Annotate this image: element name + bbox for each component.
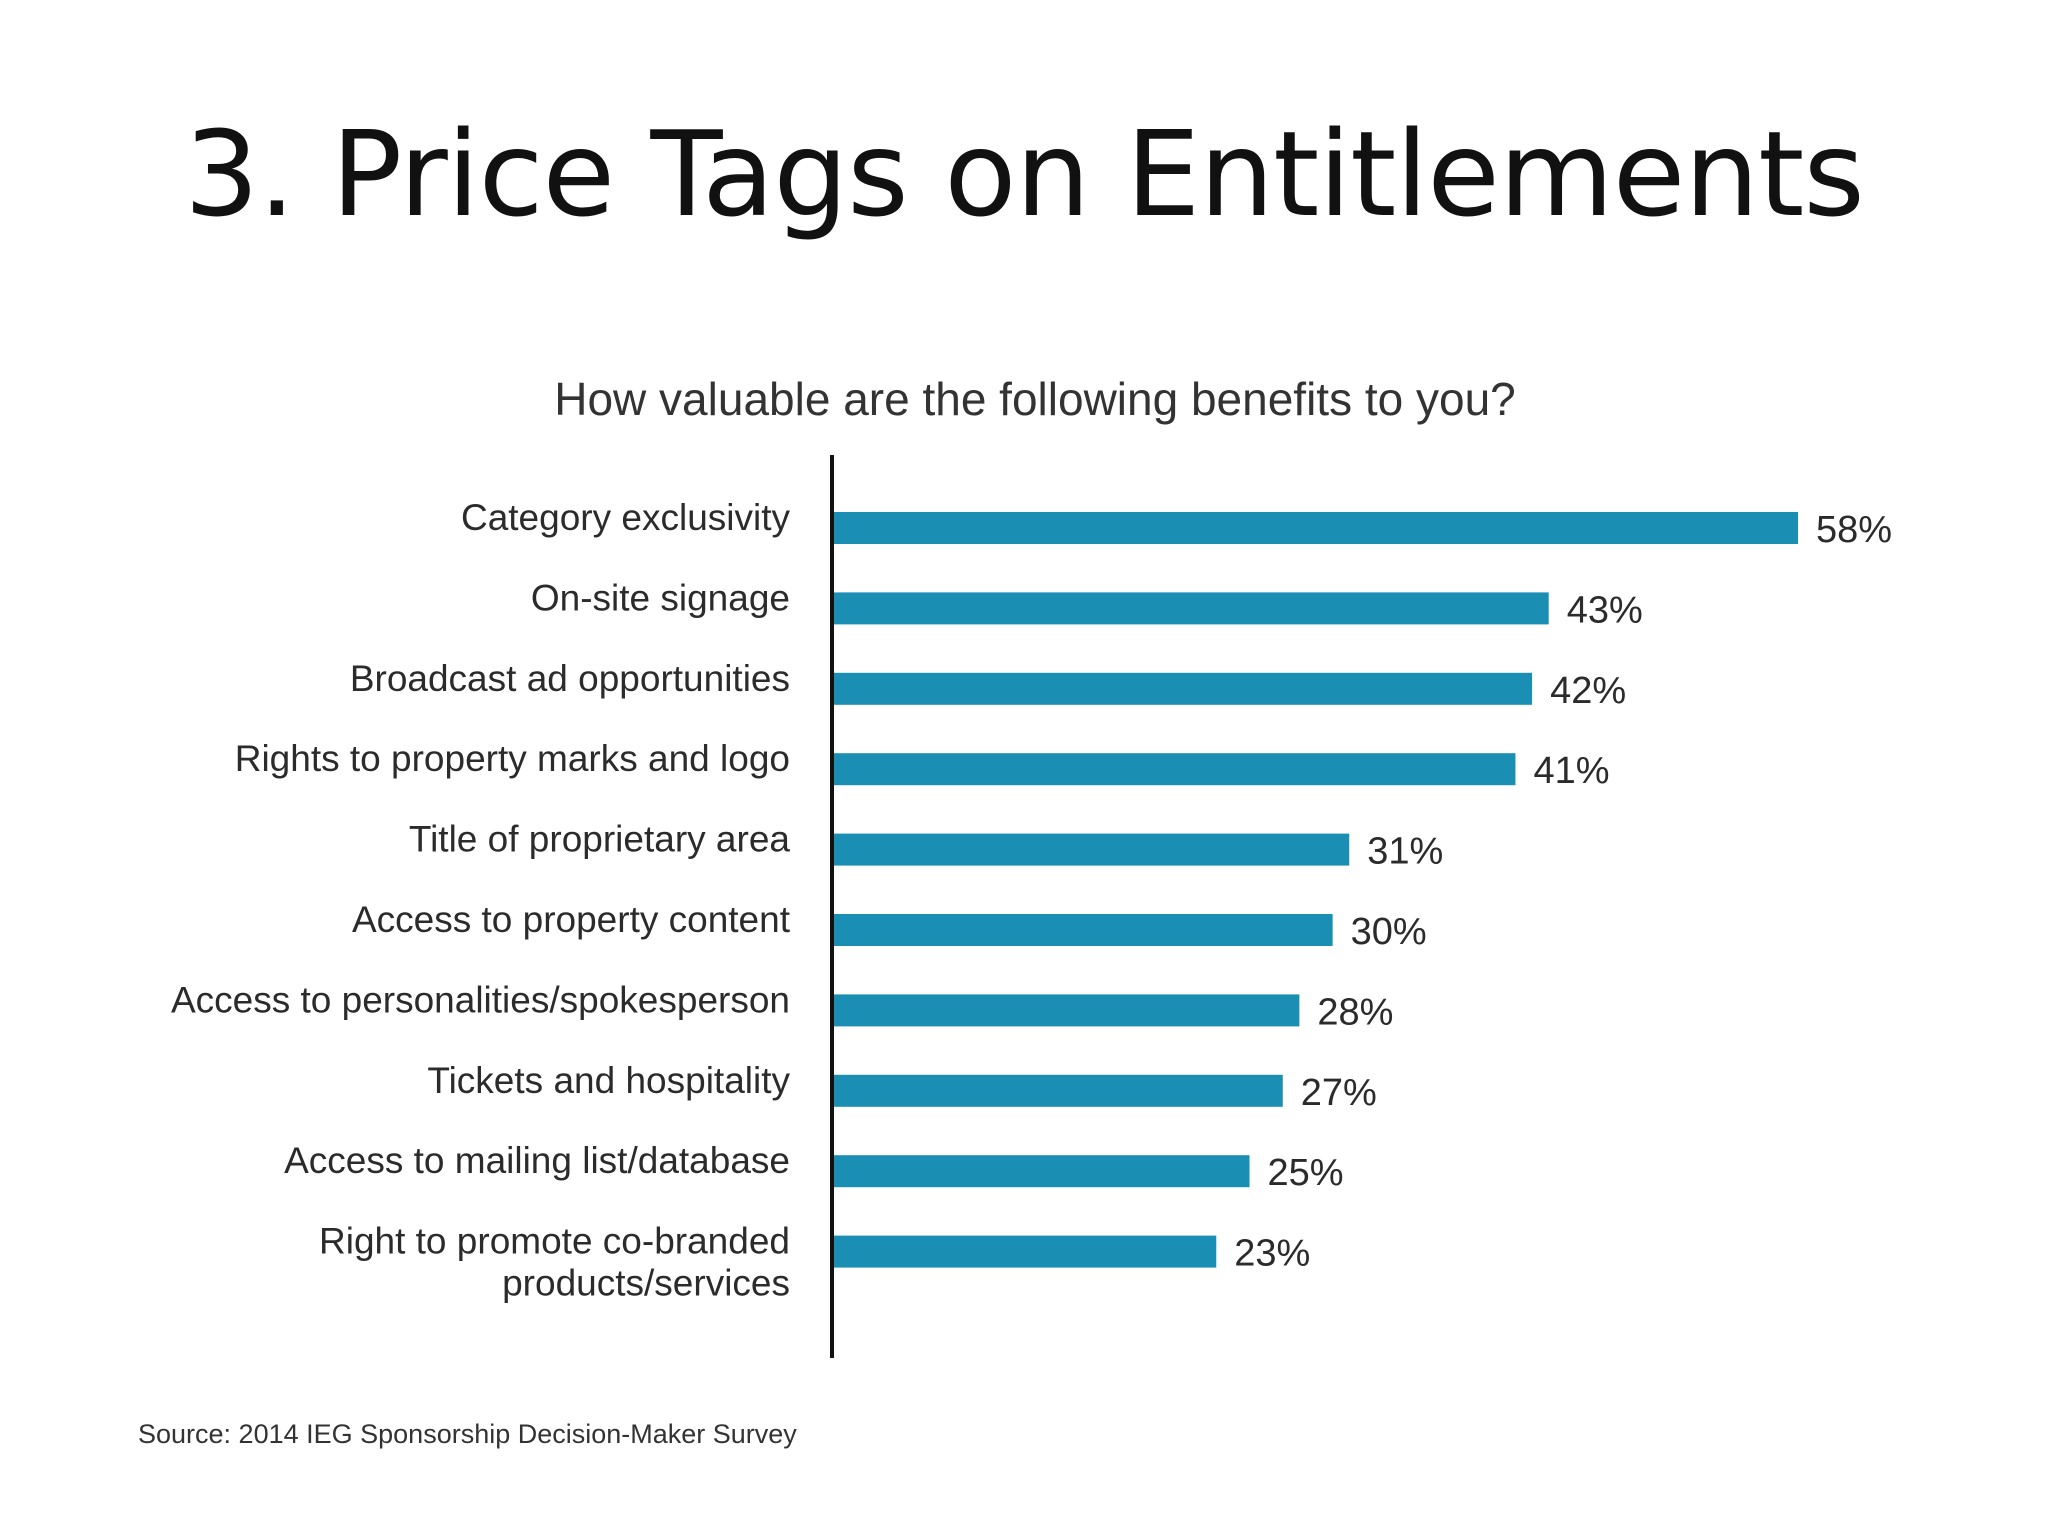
bar-value-label: 42%	[1550, 670, 1626, 712]
bars-group: 58% Category exclusivity 43% On-site signag…	[171, 497, 1892, 1304]
category-label: Broadcast ad opportunities	[350, 658, 790, 699]
bar-value-label: 28%	[1317, 991, 1393, 1033]
bar	[834, 1155, 1250, 1188]
bar	[834, 512, 1798, 544]
slide-title: 3. Price Tags on Entitlements	[184, 105, 1865, 243]
category-label: On-site signage	[531, 577, 790, 618]
category-label: Title of proprietary area	[409, 819, 791, 860]
bar-value-label: 31%	[1367, 831, 1443, 873]
bar-value-label: 43%	[1567, 589, 1643, 631]
category-label: Category exclusivity	[461, 497, 791, 538]
bar-value-label: 30%	[1351, 911, 1427, 953]
bar	[834, 1074, 1283, 1107]
category-label: Right to promote co-branded	[319, 1221, 790, 1262]
category-label: Rights to property marks and logo	[235, 738, 790, 779]
bar	[834, 672, 1533, 705]
bar-value-label: 27%	[1301, 1072, 1377, 1114]
bar	[834, 1235, 1217, 1268]
bar-value-label: 23%	[1234, 1233, 1310, 1275]
bar	[834, 914, 1333, 946]
category-label: Tickets and hospitality	[427, 1060, 790, 1101]
bar-value-label: 25%	[1268, 1152, 1344, 1194]
category-label: Access to mailing list/database	[284, 1140, 790, 1181]
bar	[834, 994, 1300, 1027]
bar	[834, 592, 1549, 625]
bar-value-label: 41%	[1533, 750, 1609, 792]
category-label: products/services	[502, 1263, 790, 1304]
bar-value-label: 58%	[1816, 509, 1892, 551]
bar	[834, 753, 1516, 786]
bar	[834, 833, 1350, 866]
source-note: Source: 2014 IEG Sponsorship Decision-Ma…	[138, 1419, 797, 1449]
chart-title: How valuable are the following benefits …	[554, 373, 1516, 425]
category-label: Access to property content	[352, 899, 791, 940]
category-label: Access to personalities/spokesperson	[171, 979, 790, 1020]
